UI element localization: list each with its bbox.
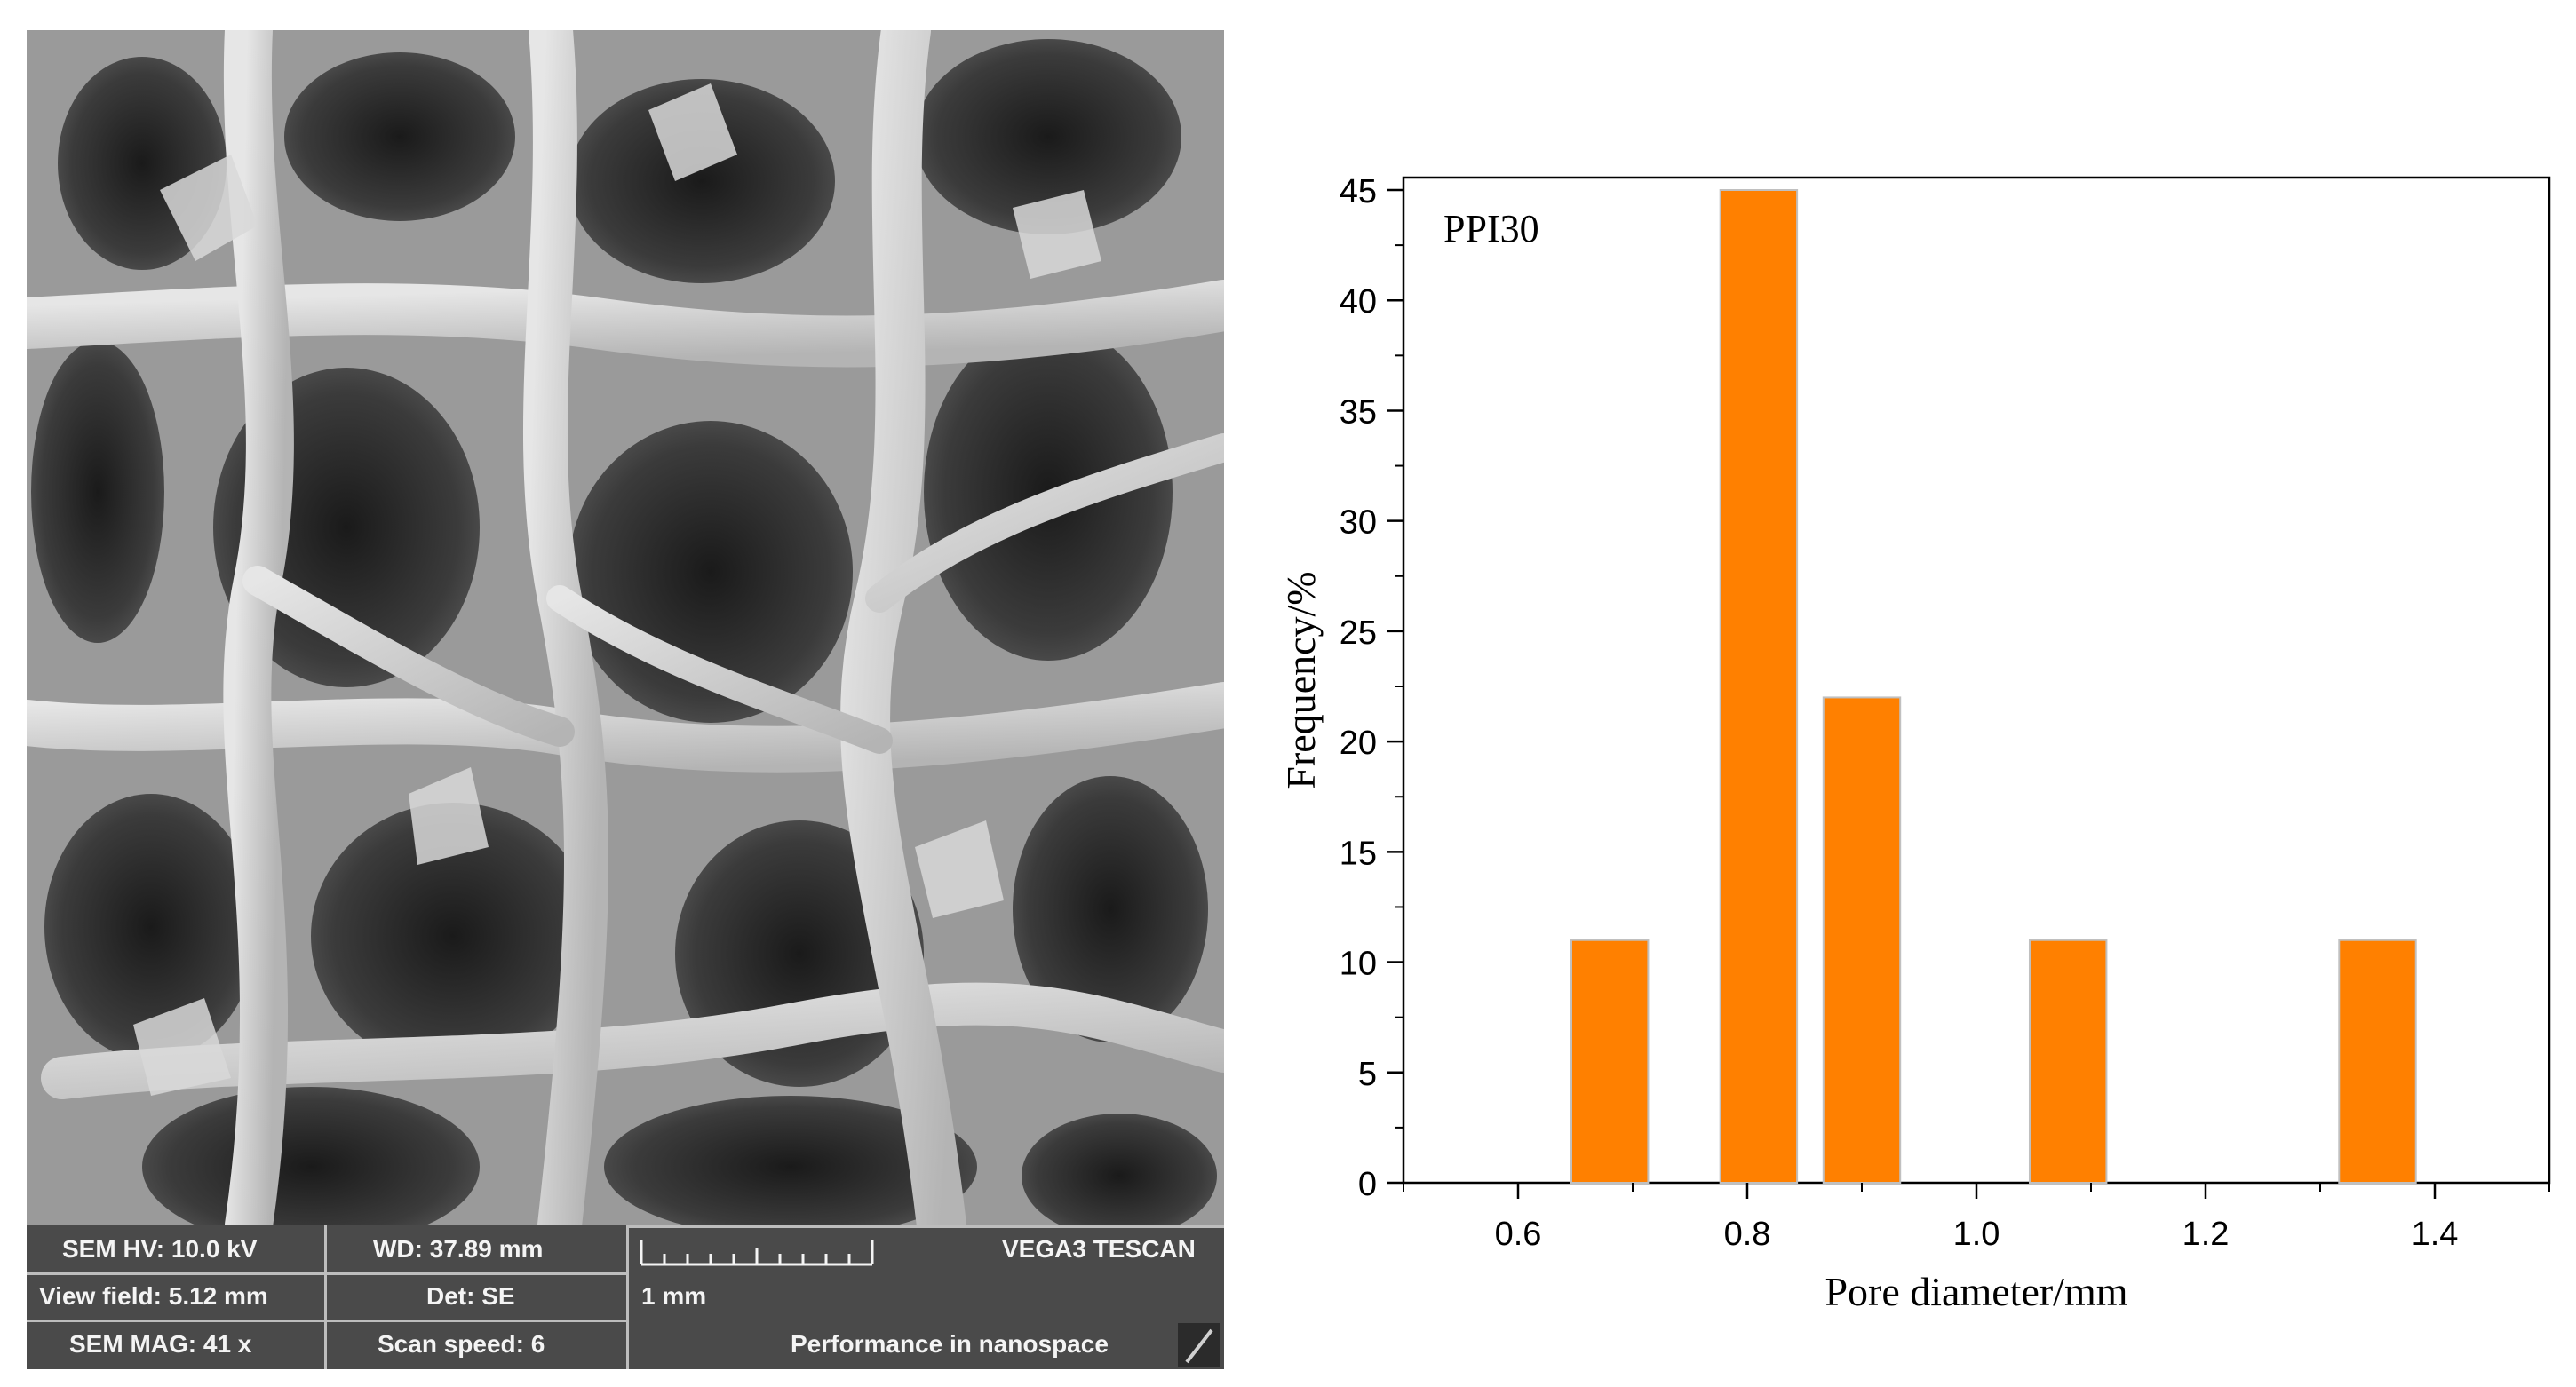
x-tick-label-0: 0.6 <box>1495 1216 1542 1253</box>
x-tick-label-3: 1.2 <box>2182 1216 2230 1253</box>
bar-0 <box>1570 939 1650 1184</box>
sem-micrograph-panel: SEM HV: 10.0 kV WD: 37.89 mm VEGA3 TESCA… <box>27 30 1224 1369</box>
pore-diameter-chart: 0 5 10 15 20 25 30 35 40 45 0.6 0.8 1.0 1.2 1.4 PPI30… <box>1278 173 2551 1314</box>
sem-data-bar: SEM HV: 10.0 kV WD: 37.89 mm VEGA3 TESCA… <box>27 1225 1224 1369</box>
x-axis-label: Pore diameter/mm <box>1825 1269 2127 1314</box>
bar-3 <box>2028 939 2108 1184</box>
sem-brand-label: VEGA3 TESCAN <box>1002 1234 1196 1263</box>
y-tick-label-5: 25 <box>1340 614 1377 652</box>
x-tick-label-2: 1.0 <box>1953 1216 2000 1253</box>
sem-wd-label: WD: 37.89 mm <box>373 1234 544 1263</box>
y-axis-label: Frequency/% <box>1278 571 1324 789</box>
y-tick-label-3: 15 <box>1340 835 1377 872</box>
sem-scan-speed-label: Scan speed: 6 <box>378 1330 545 1358</box>
y-tick-label-7: 35 <box>1340 393 1377 431</box>
chart-annotation: PPI30 <box>1443 207 1539 250</box>
bar-4 <box>2338 939 2417 1184</box>
y-tick-label-6: 30 <box>1340 504 1377 542</box>
x-tick-label-1: 0.8 <box>1724 1216 1771 1253</box>
tescan-logo-icon <box>1178 1323 1220 1367</box>
sem-scale-label: 1 mm <box>641 1281 707 1310</box>
scale-bar <box>640 1240 874 1266</box>
y-tick-label-1: 5 <box>1358 1056 1377 1093</box>
x-tick-label-4: 1.4 <box>2412 1216 2459 1253</box>
y-tick-label-2: 10 <box>1340 946 1377 983</box>
y-tick-label-0: 0 <box>1358 1166 1377 1203</box>
sem-hv-label: SEM HV: 10.0 kV <box>62 1234 258 1263</box>
sem-foam-image <box>27 30 1224 1225</box>
y-tick-label-8: 40 <box>1340 283 1377 321</box>
bar-2 <box>1822 696 1902 1184</box>
sem-det-label: Det: SE <box>426 1281 515 1310</box>
y-tick-label-4: 20 <box>1340 725 1377 762</box>
y-tick-label-9: 45 <box>1340 173 1377 210</box>
sem-tagline: Performance in nanospace <box>791 1330 1109 1358</box>
bar-1 <box>1719 189 1799 1184</box>
sem-mag-label: SEM MAG: 41 x <box>69 1330 252 1358</box>
sem-view-field-label: View field: 5.12 mm <box>39 1281 268 1310</box>
